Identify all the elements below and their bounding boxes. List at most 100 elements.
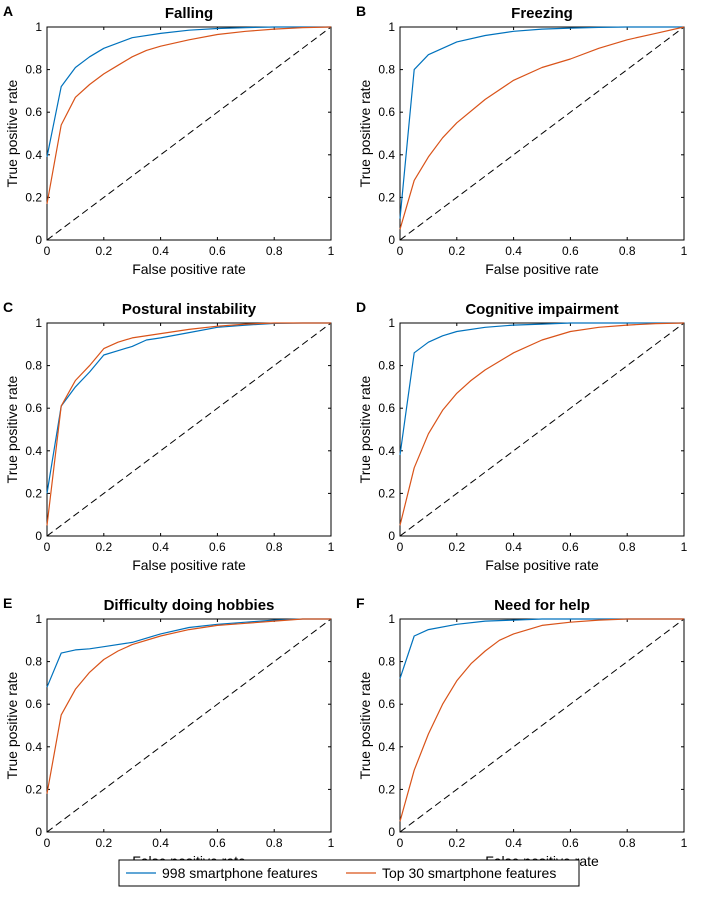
x-tick-label-b: 0.2 <box>448 244 465 258</box>
y-tick-label-f: 0.8 <box>378 655 395 669</box>
y-tick-label-e: 1 <box>35 612 42 626</box>
panel-a: A Falling 0 0.2 0.4 0.6 0.8 1 0 0.2 0.4 0.6 0.8 1 Fals… <box>3 3 335 277</box>
x-tick-label-d: 0.4 <box>505 540 522 554</box>
y-tick-label-c: 0.6 <box>25 401 42 415</box>
x-tick-label-a: 0.8 <box>266 244 283 258</box>
x-tick-label-c: 0.6 <box>209 540 226 554</box>
x-tick-label-b: 0 <box>397 244 404 258</box>
y-tick-label-d: 1 <box>388 316 395 330</box>
panel-f: F Need for help 0 0.2 0.4 0.6 0.8 1 0 0.2 0.4 0.6 0.… <box>356 595 688 869</box>
x-tick-label-c: 0 <box>44 540 51 554</box>
y-axis-label-c: True positive rate <box>4 375 20 483</box>
y-tick-label-b: 1 <box>388 20 395 34</box>
x-tick-label-c: 1 <box>328 540 335 554</box>
x-tick-label-f: 0.4 <box>505 836 522 850</box>
y-tick-label-d: 0.8 <box>378 359 395 373</box>
x-tick-label-d: 0 <box>397 540 404 554</box>
x-tick-label-d: 0.6 <box>562 540 579 554</box>
y-axis-label-e: True positive rate <box>4 671 20 779</box>
panel-letter-d: D <box>356 299 366 315</box>
x-tick-label-e: 0.6 <box>209 836 226 850</box>
y-tick-label-f: 0 <box>388 825 395 839</box>
chart-title-b: Freezing <box>511 5 573 22</box>
series-top30-features-d <box>399 322 685 526</box>
chart-title-c: Postural instability <box>122 301 257 318</box>
x-tick-label-a: 1 <box>328 244 335 258</box>
y-tick-label-a: 0.2 <box>25 190 42 204</box>
x-tick-label-f: 0 <box>397 836 404 850</box>
x-tick-label-e: 0 <box>44 836 51 850</box>
chart-title-a: Falling <box>165 5 213 22</box>
panel-c: C Postural instability 0 0.2 0.4 0.6 0.8 1 0 0.2 0… <box>3 299 335 573</box>
y-tick-label-b: 0.4 <box>378 148 395 162</box>
y-tick-label-c: 0.4 <box>25 444 42 458</box>
chance-diagonal-f <box>399 618 685 833</box>
x-tick-label-b: 0.8 <box>619 244 636 258</box>
x-tick-label-f: 0.2 <box>448 836 465 850</box>
chance-diagonal-d <box>399 322 685 537</box>
panel-letter-a: A <box>3 3 13 19</box>
x-tick-label-d: 0.2 <box>448 540 465 554</box>
y-tick-label-e: 0.4 <box>25 740 42 754</box>
y-tick-label-a: 0.4 <box>25 148 42 162</box>
y-axis-label-f: True positive rate <box>357 671 373 779</box>
x-tick-label-e: 0.4 <box>152 836 169 850</box>
y-tick-label-c: 0 <box>35 529 42 543</box>
series-top30-features-c <box>46 322 331 526</box>
y-tick-label-b: 0.2 <box>378 190 395 204</box>
x-tick-label-f: 0.6 <box>562 836 579 850</box>
x-axis-label-d: False positive rate <box>485 557 599 573</box>
series-998-features-b <box>399 26 684 219</box>
y-tick-label-d: 0 <box>388 529 395 543</box>
chance-diagonal-c <box>46 322 332 537</box>
y-tick-label-a: 1 <box>35 20 42 34</box>
panel-letter-b: B <box>356 3 366 19</box>
panel-b: B Freezing 0 0.2 0.4 0.6 0.8 1 0 0.2 0.4 0.6 0.8 1 Fal… <box>356 3 688 277</box>
y-axis-label-d: True positive rate <box>357 375 373 483</box>
y-tick-label-a: 0 <box>35 233 42 247</box>
x-tick-label-a: 0 <box>44 244 51 258</box>
x-tick-label-f: 0.8 <box>619 836 636 850</box>
x-tick-label-e: 1 <box>328 836 335 850</box>
y-tick-label-f: 0.2 <box>378 782 395 796</box>
x-axis-label-b: False positive rate <box>485 261 599 277</box>
y-tick-label-f: 0.6 <box>378 697 395 711</box>
chart-title-f: Need for help <box>494 597 590 614</box>
y-tick-label-f: 1 <box>388 612 395 626</box>
x-tick-label-c: 0.8 <box>266 540 283 554</box>
y-tick-label-b: 0.6 <box>378 105 395 119</box>
chance-diagonal-e <box>46 618 332 833</box>
x-tick-label-d: 0.8 <box>619 540 636 554</box>
legend: 998 smartphone features Top 30 smartphon… <box>118 859 580 887</box>
x-axis-label-c: False positive rate <box>132 557 246 573</box>
y-tick-label-b: 0.8 <box>378 63 395 77</box>
x-tick-label-b: 0.4 <box>505 244 522 258</box>
x-tick-label-f: 1 <box>681 836 688 850</box>
legend-label-998-features: 998 smartphone features <box>162 865 318 881</box>
series-998-features-a <box>46 26 331 158</box>
x-tick-label-a: 0.4 <box>152 244 169 258</box>
y-tick-label-e: 0 <box>35 825 42 839</box>
y-tick-label-a: 0.6 <box>25 105 42 119</box>
x-tick-label-b: 0.6 <box>562 244 579 258</box>
y-tick-label-c: 0.8 <box>25 359 42 373</box>
y-tick-label-e: 0.8 <box>25 655 42 669</box>
x-axis-label-a: False positive rate <box>132 261 246 277</box>
panel-d: D Cognitive impairment 0 0.2 0.4 0.6 0.8 1 0 0.2 0… <box>356 299 688 573</box>
y-tick-label-a: 0.8 <box>25 63 42 77</box>
y-axis-label-b: True positive rate <box>357 79 373 187</box>
y-tick-label-c: 0.2 <box>25 486 42 500</box>
series-top30-features-a <box>46 26 332 204</box>
chart-title-d: Cognitive impairment <box>465 301 618 318</box>
y-tick-label-d: 0.4 <box>378 444 395 458</box>
y-tick-label-c: 1 <box>35 316 42 330</box>
x-tick-label-e: 0.8 <box>266 836 283 850</box>
y-tick-label-b: 0 <box>388 233 395 247</box>
x-tick-label-e: 0.2 <box>95 836 112 850</box>
panel-letter-c: C <box>3 299 13 315</box>
series-top30-features-b <box>399 26 685 230</box>
y-tick-label-d: 0.6 <box>378 401 395 415</box>
x-tick-label-d: 1 <box>681 540 688 554</box>
x-tick-label-a: 0.6 <box>209 244 226 258</box>
x-tick-label-c: 0.4 <box>152 540 169 554</box>
